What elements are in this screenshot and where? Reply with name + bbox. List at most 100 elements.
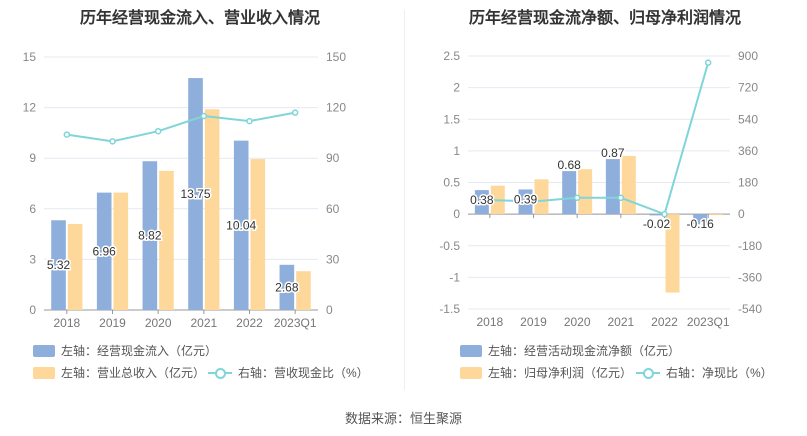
line-point bbox=[530, 198, 537, 205]
chart-title-left: 历年经营现金流入、营业收入情况 bbox=[79, 10, 320, 27]
data-label: 0.39 bbox=[514, 192, 538, 206]
legend-line-icon bbox=[636, 367, 660, 379]
y-tick-label: 0.5 bbox=[443, 176, 460, 190]
bar bbox=[621, 155, 636, 215]
bar bbox=[96, 192, 112, 310]
legend-label: 左轴：经营现金流入（亿元） bbox=[61, 344, 218, 358]
y2-tick-label: -360 bbox=[738, 270, 762, 284]
bar bbox=[113, 192, 129, 310]
line-point bbox=[617, 194, 625, 202]
y2-tick-label: -540 bbox=[738, 302, 762, 316]
y2-tick-label: 180 bbox=[738, 176, 758, 190]
bar bbox=[233, 140, 249, 310]
x-tick-label: 2023Q1 bbox=[687, 315, 730, 329]
x-tick-label: 2018 bbox=[476, 315, 503, 329]
line-point bbox=[200, 112, 208, 120]
y-tick-label: 0 bbox=[453, 207, 460, 221]
data-label: 10.04 bbox=[226, 218, 256, 232]
bar bbox=[67, 223, 83, 310]
data-label: 0.68 bbox=[558, 158, 582, 172]
legend-label: 右轴：净现比（%） bbox=[666, 366, 773, 380]
legend-item[interactable]: 左轴：经营现金流入（亿元） bbox=[33, 342, 217, 359]
x-tick-label: 2019 bbox=[99, 316, 126, 330]
y-tick-label: 2.5 bbox=[443, 49, 460, 63]
line-point bbox=[291, 109, 299, 116]
line-point bbox=[573, 194, 581, 202]
bar bbox=[578, 169, 593, 215]
data-label: 0.87 bbox=[601, 146, 625, 160]
bar bbox=[649, 214, 664, 216]
line-point bbox=[704, 59, 712, 66]
data-label: 0.38 bbox=[470, 193, 494, 207]
y-tick-label: -0.5 bbox=[439, 239, 460, 253]
bar bbox=[142, 161, 158, 310]
y-tick-label: -1.5 bbox=[439, 302, 460, 316]
x-tick-label: 2022 bbox=[236, 316, 263, 330]
data-label: 6.96 bbox=[93, 244, 117, 258]
y2-tick-label: 360 bbox=[738, 144, 758, 158]
legend-item[interactable]: 左轴：经营活动现金流净额（亿元） bbox=[460, 342, 680, 359]
legend-item[interactable]: 左轴：归母净利润（亿元） bbox=[460, 364, 632, 381]
legend-label: 左轴：经营活动现金流净额（亿元） bbox=[488, 344, 681, 358]
y-tick-label: -1 bbox=[449, 270, 460, 284]
legend-label: 右轴：营收现金比（%） bbox=[238, 366, 369, 380]
bar bbox=[159, 170, 174, 310]
y2-tick-label: 150 bbox=[326, 50, 346, 64]
chart-title-right: 历年经营现金流净额、归母净利润情况 bbox=[468, 10, 741, 27]
x-tick-label: 2021 bbox=[190, 316, 217, 330]
legend-item[interactable]: 左轴：营业总收入（亿元） bbox=[33, 364, 205, 381]
legend-label: 左轴：营业总收入（亿元） bbox=[61, 366, 206, 380]
line-point bbox=[154, 127, 162, 135]
y2-tick-label: 900 bbox=[738, 49, 758, 63]
legend-item[interactable]: 右轴：营收现金比（%） bbox=[208, 364, 369, 381]
divider bbox=[404, 10, 405, 390]
bar bbox=[279, 264, 295, 310]
bar bbox=[51, 220, 66, 310]
x-tick-label: 2018 bbox=[53, 316, 80, 330]
data-label: 8.82 bbox=[138, 229, 162, 243]
y-tick-label: 2 bbox=[453, 81, 460, 95]
y2-tick-label: 540 bbox=[738, 112, 758, 126]
data-label: -0.02 bbox=[643, 217, 671, 231]
y2-tick-label: 0 bbox=[738, 207, 745, 221]
y-tick-label: 9 bbox=[29, 151, 36, 165]
bar bbox=[605, 159, 620, 215]
legend-item[interactable]: 右轴：净现比（%） bbox=[636, 364, 773, 381]
legend-swatch bbox=[33, 344, 55, 357]
y2-tick-label: 30 bbox=[326, 252, 340, 266]
series-line bbox=[66, 111, 296, 143]
legend-line-icon bbox=[208, 367, 232, 379]
bar bbox=[693, 214, 708, 225]
bar bbox=[474, 190, 489, 215]
y-tick-label: 0 bbox=[29, 303, 36, 317]
line-point bbox=[486, 196, 494, 204]
bar bbox=[709, 214, 724, 216]
line-point bbox=[109, 138, 116, 145]
bar bbox=[562, 171, 577, 215]
y-tick-label: 1 bbox=[453, 144, 460, 158]
bar bbox=[188, 78, 203, 310]
bar bbox=[296, 271, 311, 310]
x-tick-label: 2020 bbox=[564, 315, 591, 329]
line-point bbox=[63, 131, 71, 138]
x-tick-label: 2021 bbox=[607, 315, 634, 329]
legend-label: 左轴：归母净利润（亿元） bbox=[488, 366, 633, 380]
y2-tick-label: 60 bbox=[326, 202, 340, 216]
legend-swatch bbox=[33, 366, 55, 379]
line-point bbox=[661, 210, 668, 218]
bar bbox=[534, 179, 549, 215]
y2-tick-label: 90 bbox=[326, 151, 340, 165]
y2-tick-label: 120 bbox=[326, 101, 346, 115]
bar bbox=[250, 159, 266, 310]
y-tick-label: 1.5 bbox=[443, 112, 460, 126]
x-tick-label: 2020 bbox=[145, 316, 172, 330]
data-label: 13.75 bbox=[181, 187, 211, 201]
data-label: 5.32 bbox=[47, 258, 71, 272]
y-tick-label: 3 bbox=[29, 252, 36, 266]
data-label: 2.68 bbox=[275, 280, 299, 294]
source-note: 数据来源：恒生聚源 bbox=[344, 411, 462, 426]
y-tick-label: 15 bbox=[23, 50, 37, 64]
legend-swatch bbox=[460, 366, 482, 379]
